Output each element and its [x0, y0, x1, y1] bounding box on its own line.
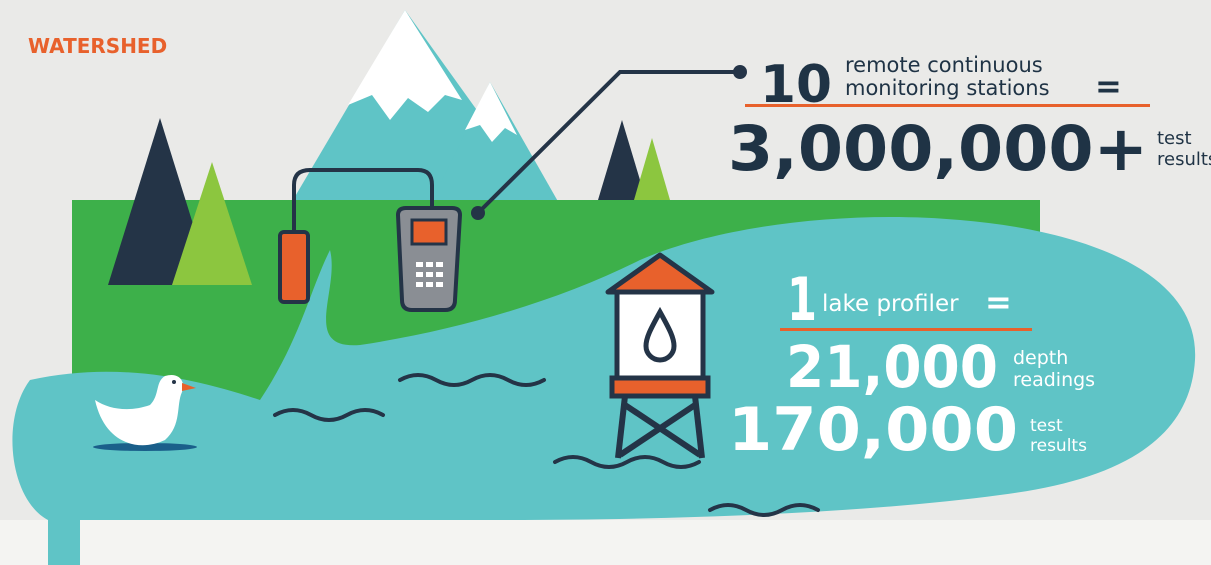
stations-label: monitoring stations	[845, 76, 1050, 100]
stat-value: 170,000	[728, 395, 1018, 465]
water-tower	[608, 255, 712, 458]
profiler-label: lake profiler	[822, 291, 959, 317]
divider	[745, 104, 1150, 107]
stat-label: depth	[1013, 347, 1068, 369]
callout-dot	[471, 206, 485, 220]
sensor	[280, 232, 308, 302]
callout-dot	[733, 65, 747, 79]
infographic: WATERSHED 10 remote continuous monitorin…	[0, 0, 1211, 565]
stat-label: results	[1030, 436, 1087, 456]
keypad	[416, 262, 443, 287]
stations-label: remote continuous	[845, 53, 1043, 77]
stat-value: 21,000	[786, 333, 998, 401]
stat-label: test	[1030, 416, 1063, 436]
screen	[412, 220, 446, 244]
footer-strip	[0, 520, 1211, 565]
equals: =	[1095, 67, 1122, 105]
profiler-count: 1	[787, 265, 817, 335]
stations-total: 3,000,000+	[728, 112, 1148, 185]
total-label: test	[1157, 128, 1192, 149]
title: WATERSHED	[28, 34, 167, 58]
total-label: results	[1157, 149, 1211, 170]
equals: =	[985, 283, 1012, 321]
stat-label: readings	[1013, 369, 1095, 391]
divider	[780, 328, 1032, 331]
